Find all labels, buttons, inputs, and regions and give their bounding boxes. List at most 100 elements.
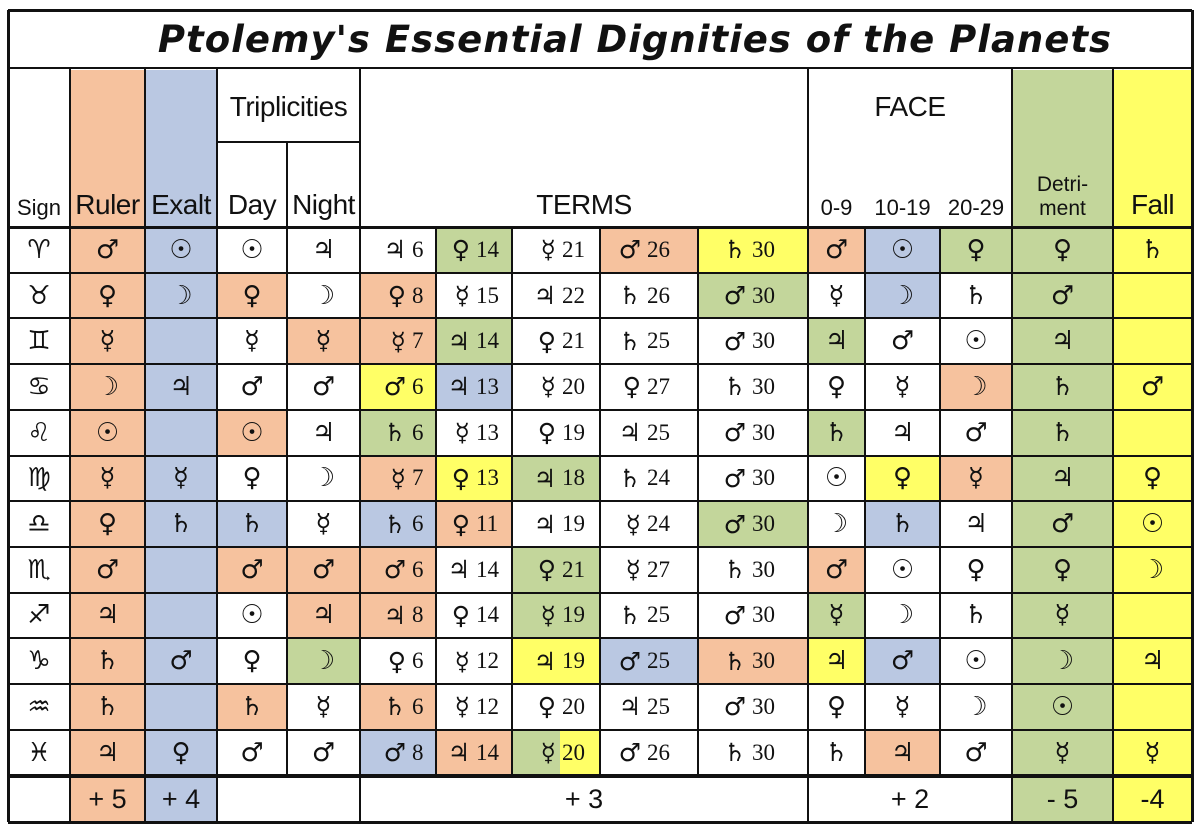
ruler-cell: ♀ bbox=[70, 273, 145, 319]
term-planet-cell-value: ♃ bbox=[533, 281, 556, 311]
footer-ruler-score-value: + 5 bbox=[88, 783, 127, 814]
grid-line bbox=[864, 227, 866, 776]
detriment-cell-value: ☽ bbox=[1050, 646, 1075, 677]
triplicity-night-cell-value: ☽ bbox=[311, 646, 336, 677]
triplicity-night-cell: ☿ bbox=[287, 684, 360, 730]
term-degree-cell-value: 30 bbox=[752, 236, 775, 262]
face-0-9-cell: ♄ bbox=[808, 730, 865, 776]
term-planet-cell: ☿ bbox=[436, 273, 474, 319]
exalt-cell: ♃ bbox=[145, 364, 217, 410]
term-planet-cell: ♂ bbox=[698, 318, 750, 364]
term-degree-cell: 26 bbox=[645, 227, 698, 273]
term-degree-cell: 27 bbox=[645, 364, 698, 410]
face-0-9-cell: ♃ bbox=[808, 638, 865, 684]
term-planet-cell-value: ♄ bbox=[618, 600, 641, 630]
header-triplicities: Triplicities bbox=[217, 72, 360, 142]
face-10-19-cell: ☉ bbox=[865, 227, 940, 273]
ruler-cell: ♂ bbox=[70, 227, 145, 273]
face-10-19-cell: ☉ bbox=[865, 547, 940, 593]
face-0-9-cell-value: ♄ bbox=[824, 417, 849, 448]
ruler-cell: ☿ bbox=[70, 318, 145, 364]
term-planet-cell: ♀ bbox=[436, 455, 474, 502]
face-20-29-cell-value: ☉ bbox=[964, 646, 988, 677]
exalt-cell-value: ♃ bbox=[169, 371, 193, 402]
term-planet-cell-value: ☿ bbox=[540, 600, 556, 630]
term-degree-cell-value: 8 bbox=[412, 739, 424, 765]
sign-cell: ♏ bbox=[8, 547, 70, 593]
term-planet-cell: ♄ bbox=[600, 318, 645, 364]
face-0-9-cell-value: ♀ bbox=[826, 691, 847, 722]
face-10-19-cell: ☿ bbox=[865, 364, 940, 410]
exalt-cell bbox=[145, 547, 217, 593]
term-planet-cell: ♂ bbox=[698, 410, 750, 456]
face-0-9-cell: ♄ bbox=[808, 409, 865, 456]
face-20-29-cell-value: ♄ bbox=[964, 600, 988, 631]
face-10-19-cell-value: ♃ bbox=[890, 737, 915, 768]
sign-cell: ♉ bbox=[8, 273, 70, 319]
face-20-29-cell-value: ♀ bbox=[966, 554, 986, 585]
term-planet-cell-value: ☿ bbox=[390, 463, 406, 493]
ruler-cell: ♃ bbox=[70, 730, 145, 776]
detriment-cell-value: ☿ bbox=[1054, 737, 1071, 768]
fall-cell: ♄ bbox=[1113, 227, 1192, 273]
detriment-cell: ☿ bbox=[1012, 730, 1113, 776]
term-degree-cell: 25 bbox=[645, 318, 698, 364]
term-planet-cell-value: ♃ bbox=[533, 646, 556, 676]
term-degree-cell-value: 30 bbox=[752, 739, 775, 765]
fall-cell-value: ♄ bbox=[1140, 234, 1165, 265]
term-degree-cell: 21 bbox=[560, 318, 600, 364]
term-planet-cell: ♂ bbox=[600, 730, 645, 776]
face-0-9-cell: ♂ bbox=[808, 546, 865, 593]
term-degree-cell: 14 bbox=[474, 593, 512, 639]
term-planet-cell-value: ♂ bbox=[723, 692, 746, 722]
sign-cell: ♌ bbox=[8, 410, 70, 456]
face-0-9-cell-value: ☿ bbox=[828, 280, 845, 311]
face-20-29-cell: ☉ bbox=[940, 318, 1012, 364]
term-planet-cell: ☿ bbox=[512, 364, 560, 410]
exalt-cell-value: ☉ bbox=[169, 234, 193, 265]
term-degree-cell-value: 30 bbox=[752, 511, 775, 537]
term-planet-cell: ☿ bbox=[436, 410, 474, 456]
triplicity-day-cell-value: ☉ bbox=[240, 234, 264, 265]
exalt-cell bbox=[145, 410, 217, 456]
fall-cell: ☉ bbox=[1113, 501, 1192, 547]
triplicity-night-cell-value: ♃ bbox=[311, 600, 336, 631]
sign-cell-value: ♈ bbox=[27, 234, 51, 265]
term-degree-cell-value: 20 bbox=[562, 373, 585, 399]
header-fall: Fall bbox=[1113, 150, 1192, 227]
triplicity-day-cell-value: ♂ bbox=[240, 371, 264, 402]
term-planet-cell: ☿ bbox=[360, 455, 410, 502]
face-20-29-cell: ☽ bbox=[940, 364, 1012, 410]
term-degree-cell-value: 6 bbox=[412, 556, 424, 582]
term-planet-cell-value: ♄ bbox=[618, 326, 641, 356]
sign-cell: ♍ bbox=[8, 456, 70, 502]
detriment-cell-value: ♄ bbox=[1050, 417, 1075, 448]
term-planet-cell-value: ♄ bbox=[723, 555, 746, 585]
term-degree-cell: 27 bbox=[645, 547, 698, 593]
term-planet-cell-value: ♂ bbox=[723, 509, 746, 539]
triplicity-night-cell: ☽ bbox=[287, 273, 360, 319]
term-planet-cell: ☿ bbox=[436, 684, 474, 730]
fall-cell bbox=[1113, 410, 1192, 456]
fall-cell-value: ☿ bbox=[1144, 737, 1161, 768]
term-planet-cell: ♄ bbox=[698, 364, 750, 410]
detriment-cell-value: ☿ bbox=[1054, 600, 1071, 631]
triplicity-day-cell-value: ☉ bbox=[240, 417, 264, 448]
term-planet-cell: ♀ bbox=[512, 318, 560, 364]
term-degree-cell: 12 bbox=[474, 638, 512, 684]
grid-line bbox=[144, 776, 146, 822]
term-degree-cell: 13 bbox=[474, 364, 512, 410]
term-degree-cell-value: 14 bbox=[476, 739, 499, 765]
header-night-label: Night bbox=[292, 189, 355, 220]
term-degree-cell: 6 bbox=[410, 409, 436, 456]
term-planet-cell-value: ♃ bbox=[618, 418, 641, 448]
face-20-29-cell: ♀ bbox=[940, 547, 1012, 593]
header-terms: TERMS bbox=[360, 150, 808, 227]
triplicity-night-cell-value: ☿ bbox=[315, 509, 332, 540]
term-planet-cell-value: ♃ bbox=[447, 326, 470, 356]
term-planet-cell-value: ♄ bbox=[723, 646, 746, 676]
sign-cell-value: ♏ bbox=[27, 554, 51, 585]
term-planet-cell-value: ♂ bbox=[383, 738, 406, 768]
term-planet-cell: ☿ bbox=[360, 318, 410, 365]
ruler-cell: ♄ bbox=[70, 684, 145, 730]
